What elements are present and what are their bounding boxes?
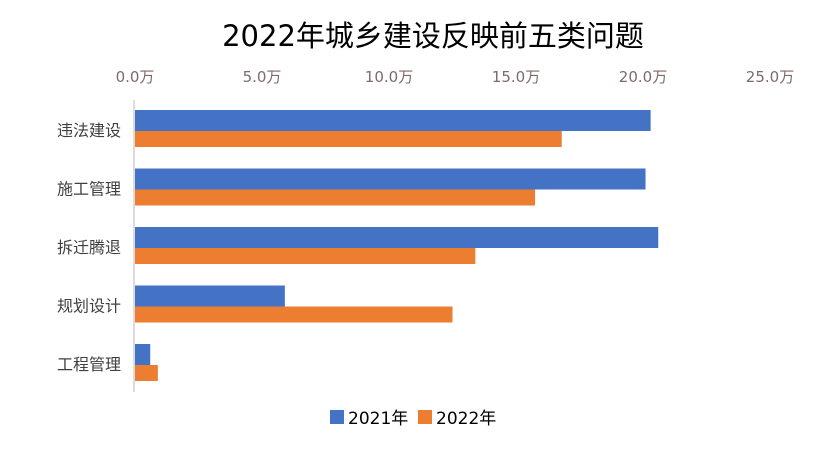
bar-2021 (135, 285, 285, 307)
legend-swatch (330, 410, 344, 424)
legend-label: 2022年 (436, 409, 496, 429)
bar-2022 (135, 248, 476, 264)
bar-2022 (135, 189, 536, 206)
x-tick-label: 25.0万 (746, 68, 794, 86)
category-label: 规划设计 (57, 297, 121, 316)
x-tick-label: 15.0万 (492, 68, 540, 86)
category-label: 施工管理 (57, 180, 121, 199)
bar-2021 (135, 110, 651, 131)
bar-2021 (135, 227, 659, 248)
x-tick-label: 10.0万 (365, 68, 413, 86)
bar-2021 (135, 344, 151, 365)
bar-2022 (135, 365, 158, 381)
legend-swatch (418, 410, 432, 424)
x-tick-label: 20.0万 (619, 68, 667, 86)
bar-2021 (135, 168, 646, 190)
bar-2022 (135, 306, 453, 323)
category-label: 违法建设 (57, 121, 121, 140)
legend-label: 2021年 (348, 409, 408, 429)
category-label: 拆迁腾退 (57, 238, 121, 257)
x-tick-label: 5.0万 (243, 68, 282, 86)
bar-2022 (135, 131, 562, 147)
x-tick-label: 0.0万 (116, 68, 155, 86)
chart-title: 2022年城乡建设反映前五类问题 (222, 19, 644, 53)
category-label: 工程管理 (57, 355, 121, 374)
